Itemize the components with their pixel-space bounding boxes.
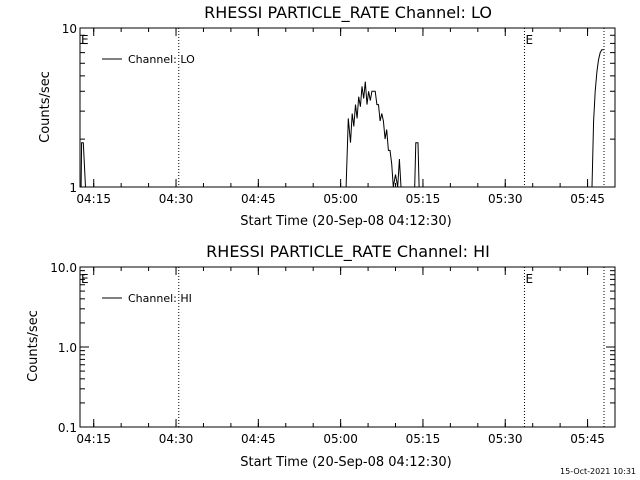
x-tick-label-lo: 05:45 bbox=[570, 192, 605, 206]
x-tick-label-hi: 04:45 bbox=[241, 432, 276, 446]
legend-label-hi: Channel: HI bbox=[128, 292, 192, 305]
x-tick-label-hi: 05:15 bbox=[406, 432, 441, 446]
plot-frame-lo bbox=[79, 27, 616, 188]
chart-title-lo: RHESSI PARTICLE_RATE Channel: LO bbox=[204, 3, 492, 23]
x-tick-label-lo: 05:30 bbox=[488, 192, 523, 206]
series-line-lo bbox=[345, 81, 402, 188]
plot-layer: 04:15 04:30 04:45 05:00 05:15 05:30 05:45 1 10 E E… bbox=[50, 22, 616, 446]
x-tick-label-lo: 04:30 bbox=[159, 192, 194, 206]
event-flag-lo: E bbox=[81, 33, 89, 47]
x-tick-label-lo: 05:15 bbox=[406, 192, 441, 206]
y-axis-label-hi: Counts/sec bbox=[26, 310, 41, 382]
x-tick-label-hi: 04:30 bbox=[159, 432, 194, 446]
event-flag-lo: E bbox=[525, 33, 533, 47]
x-tick-label-hi: 05:30 bbox=[488, 432, 523, 446]
series-line-lo bbox=[80, 142, 88, 188]
y-tick-label-hi: 0.1 bbox=[58, 421, 77, 435]
x-tick-label-hi: 05:00 bbox=[323, 432, 358, 446]
x-tick-label-lo: 05:00 bbox=[323, 192, 358, 206]
x-axis-label-hi: Start Time (20-Sep-08 04:12:30) bbox=[240, 455, 451, 470]
x-tick-label-lo: 04:15 bbox=[76, 192, 111, 206]
event-flag-hi: E bbox=[81, 272, 89, 286]
footer-timestamp: 15-Oct-2021 10:31 bbox=[560, 467, 636, 476]
x-tick-label-hi: 05:45 bbox=[570, 432, 605, 446]
y-tick-label-hi: 10.0 bbox=[50, 261, 77, 275]
series-line-lo bbox=[591, 49, 604, 188]
y-axis-label-lo: Counts/sec bbox=[38, 71, 53, 143]
event-flag-hi: E bbox=[525, 272, 533, 286]
x-axis-label-lo: Start Time (20-Sep-08 04:12:30) bbox=[240, 214, 451, 229]
series-line-lo bbox=[414, 142, 420, 188]
legend-label-lo: Channel: LO bbox=[128, 53, 195, 66]
y-tick-label-lo: 1 bbox=[69, 181, 77, 195]
x-tick-label-hi: 04:15 bbox=[76, 432, 111, 446]
chart-title-hi: RHESSI PARTICLE_RATE Channel: HI bbox=[206, 242, 490, 262]
y-tick-label-hi: 1.0 bbox=[58, 341, 77, 355]
x-tick-label-lo: 04:45 bbox=[241, 192, 276, 206]
y-tick-label-lo: 10 bbox=[62, 22, 77, 36]
